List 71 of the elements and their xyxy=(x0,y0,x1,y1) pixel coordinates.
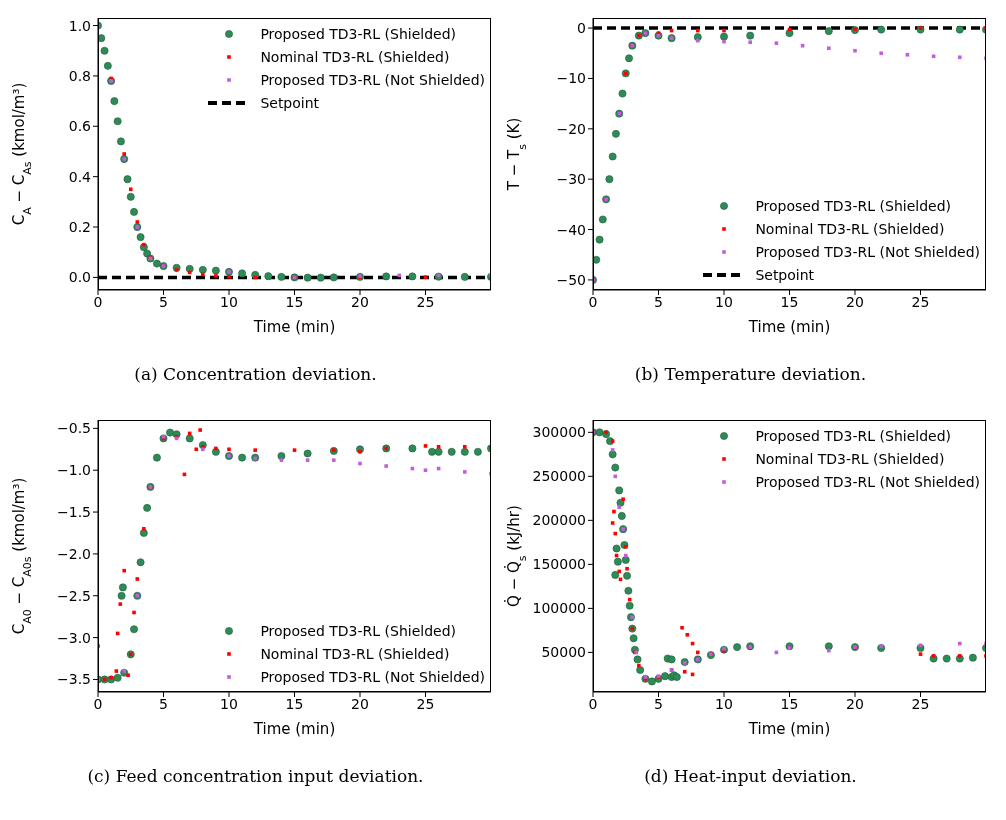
legend-label: Proposed TD3-RL (Not Shielded) xyxy=(755,473,980,490)
legend-label: Proposed TD3-RL (Shielded) xyxy=(755,427,952,444)
legend-label: Proposed TD3-RL (Not Shielded) xyxy=(260,668,485,685)
y-tick-label: 50000 xyxy=(541,644,586,661)
y-tick-label: −1.5 xyxy=(57,504,91,521)
x-tick-label: 20 xyxy=(846,293,864,310)
y-tick-label: 0.2 xyxy=(68,219,91,236)
x-tick-label: 20 xyxy=(351,695,369,712)
x-tick-label: 10 xyxy=(715,695,733,712)
y-tick-label: −10 xyxy=(556,70,586,87)
y-tick-label: −2.0 xyxy=(57,545,91,562)
y-tick-label: −3.5 xyxy=(57,671,91,688)
legend-label: Nominal TD3-RL (Shielded) xyxy=(260,48,450,65)
x-tick-label: 0 xyxy=(93,293,103,310)
legend-label: Proposed TD3-RL (Not Shielded) xyxy=(260,71,485,88)
x-tick-label: 15 xyxy=(780,695,799,712)
text: (b) Temperature deviation. xyxy=(634,364,867,384)
x-tick-label: 0 xyxy=(588,293,598,310)
text: (a) Concentration deviation. xyxy=(134,364,377,384)
x-tick-label: 0 xyxy=(588,695,598,712)
x-tick-label: 25 xyxy=(416,695,435,712)
x-tick-label: 15 xyxy=(285,695,304,712)
legend-label: Proposed TD3-RL (Shielded) xyxy=(755,197,952,214)
y-tick-label: 100000 xyxy=(532,600,586,617)
y-tick-label: 0.0 xyxy=(68,269,91,286)
legend-label: Proposed TD3-RL (Shielded) xyxy=(260,25,457,42)
y-tick-label: 0.6 xyxy=(68,118,92,135)
y-tick-label: −50 xyxy=(556,271,586,288)
x-axis-title: Time (min) xyxy=(252,720,336,738)
y-tick-label: −0.5 xyxy=(57,420,91,437)
x-axis-title: Time (min) xyxy=(747,318,831,336)
text: (c) Feed concentration input deviation. xyxy=(87,766,424,786)
y-tick-label: −20 xyxy=(556,120,586,137)
x-tick-label: 5 xyxy=(654,695,663,712)
x-tick-label: 15 xyxy=(285,293,304,310)
x-tick-label: 20 xyxy=(351,293,369,310)
x-tick-label: 25 xyxy=(416,293,435,310)
x-tick-label: 10 xyxy=(220,293,238,310)
x-tick-label: 15 xyxy=(780,293,799,310)
y-tick-label: −40 xyxy=(556,221,586,238)
legend-label: Proposed TD3-RL (Not Shielded) xyxy=(755,243,980,260)
y-tick-label: −2.5 xyxy=(57,587,91,604)
y-tick-label: 0 xyxy=(577,20,586,37)
y-tick-label: 250000 xyxy=(532,468,586,485)
y-tick-label: 300000 xyxy=(532,424,586,441)
legend-label: Setpoint xyxy=(260,94,320,111)
x-tick-label: 25 xyxy=(911,695,930,712)
x-tick-label: 10 xyxy=(715,293,733,310)
y-tick-label: −30 xyxy=(556,171,586,188)
x-tick-label: 5 xyxy=(159,695,168,712)
y-tick-label: 200000 xyxy=(532,512,586,529)
x-tick-label: 5 xyxy=(159,293,168,310)
x-tick-label: 5 xyxy=(654,293,663,310)
text: (d) Heat-input deviation. xyxy=(644,766,857,786)
x-tick-label: 25 xyxy=(911,293,930,310)
legend-label: Proposed TD3-RL (Shielded) xyxy=(260,622,457,639)
x-tick-label: 20 xyxy=(846,695,864,712)
y-tick-label: 0.4 xyxy=(68,168,92,185)
legend-label: Setpoint xyxy=(755,266,815,283)
x-tick-label: 10 xyxy=(220,695,238,712)
y-tick-label: 1.0 xyxy=(68,17,91,34)
legend-label: Nominal TD3-RL (Shielded) xyxy=(755,220,945,237)
legend-label: Nominal TD3-RL (Shielded) xyxy=(260,645,450,662)
x-axis-title: Time (min) xyxy=(252,318,336,336)
legend-label: Nominal TD3-RL (Shielded) xyxy=(755,450,945,467)
y-tick-label: 0.8 xyxy=(68,67,91,84)
y-tick-label: 150000 xyxy=(532,556,586,573)
x-axis-title: Time (min) xyxy=(747,720,831,738)
y-tick-label: −1.0 xyxy=(57,462,91,479)
x-tick-label: 0 xyxy=(93,695,103,712)
y-tick-label: −3.0 xyxy=(57,629,91,646)
